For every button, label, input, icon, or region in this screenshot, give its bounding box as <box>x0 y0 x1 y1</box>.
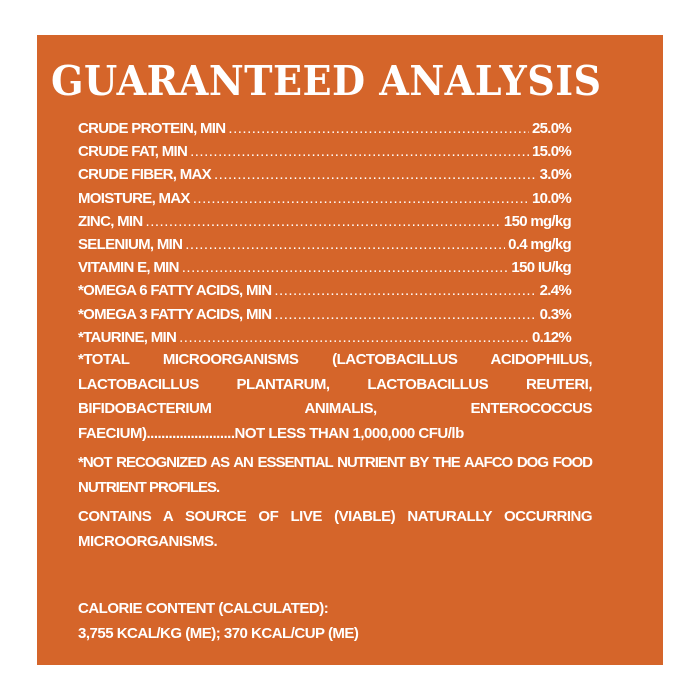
aafco-footnote: *NOT RECOGNIZED AS AN ESSENTIAL NUTRIENT… <box>78 454 593 496</box>
dot-leader <box>190 143 529 160</box>
nutrient-label: CRUDE FIBER, MAX <box>78 166 212 184</box>
analysis-row: *OMEGA 3 FATTY ACIDS, MIN 0.3% <box>78 305 572 329</box>
nutrient-value: 25.0% <box>531 120 572 137</box>
nutrient-value: 150 mg/kg <box>503 212 572 230</box>
live-source-statement: CONTAINS A SOURCE OF LIVE (VIABLE) NATUR… <box>78 508 593 550</box>
analysis-row: *TAURINE, MIN 0.12% <box>78 328 572 352</box>
microorganisms-count: FAECIUM)........................NOT LESS… <box>78 424 464 442</box>
calorie-content: CALORIE CONTENT (CALCULATED): 3,755 KCAL… <box>78 597 592 646</box>
analysis-row: SELENIUM, MIN 0.4 mg/kg <box>78 235 572 259</box>
dot-leader <box>274 282 536 299</box>
dot-leader <box>182 259 509 276</box>
panel-title: GUARANTEED ANALYSIS <box>51 57 602 105</box>
nutrient-label: VITAMIN E, MIN <box>78 259 179 277</box>
nutrient-label: SELENIUM, MIN <box>78 235 183 253</box>
dot-leader <box>146 213 501 230</box>
analysis-row: CRUDE FAT, MIN 15.0% <box>78 143 572 166</box>
dot-leader <box>193 190 529 207</box>
nutrient-label: *OMEGA 6 FATTY ACIDS, MIN <box>78 282 272 300</box>
analysis-row: VITAMIN E, MIN 150 IU/kg <box>78 259 572 282</box>
nutrient-label: CRUDE PROTEIN, MIN <box>78 120 226 137</box>
nutrient-value: 0.4 mg/kg <box>508 235 572 253</box>
nutrient-value: 3.0% <box>539 166 572 184</box>
analysis-table: CRUDE PROTEIN, MIN 25.0% CRUDE FAT, MIN 15… <box>78 120 572 352</box>
dot-leader <box>228 120 529 137</box>
nutrient-label: *TAURINE, MIN <box>78 328 177 346</box>
nutrient-value: 2.4% <box>539 282 572 300</box>
microorganisms-text: *TOTAL MICROORGANISMS (LACTOBACILLUS ACI… <box>78 351 593 417</box>
dot-leader <box>214 166 537 183</box>
analysis-row: ZINC, MIN 150 mg/kg <box>78 212 572 236</box>
analysis-row: CRUDE PROTEIN, MIN 25.0% <box>78 120 572 143</box>
nutrient-value: 0.12% <box>531 328 572 346</box>
nutrient-label: ZINC, MIN <box>78 212 143 230</box>
nutrient-label: *OMEGA 3 FATTY ACIDS, MIN <box>78 305 272 323</box>
nutrient-label: MOISTURE, MAX <box>78 189 190 207</box>
calorie-value: 3,755 KCAL/KG (ME); 370 KCAL/CUP (ME) <box>78 624 359 642</box>
dot-leader <box>185 236 505 253</box>
analysis-row: MOISTURE, MAX 10.0% <box>78 189 572 213</box>
nutrient-value: 0.3% <box>539 305 572 323</box>
dot-leader <box>179 329 529 346</box>
calorie-label: CALORIE CONTENT (CALCULATED): <box>78 600 329 617</box>
nutrient-value: 10.0% <box>531 189 572 207</box>
microorganisms-statement: *TOTAL MICROORGANISMS (LACTOBACILLUS ACI… <box>78 348 593 446</box>
analysis-row: CRUDE FIBER, MAX 3.0% <box>78 166 572 189</box>
analysis-row: *OMEGA 6 FATTY ACIDS, MIN 2.4% <box>78 282 572 305</box>
dot-leader <box>274 306 536 323</box>
nutrient-value: 15.0% <box>531 143 572 161</box>
nutrient-value: 150 IU/kg <box>511 259 571 277</box>
guaranteed-analysis-panel: GUARANTEED ANALYSIS CRUDE PROTEIN, MIN 25… <box>37 35 663 665</box>
nutrient-label: CRUDE FAT, MIN <box>78 143 188 161</box>
